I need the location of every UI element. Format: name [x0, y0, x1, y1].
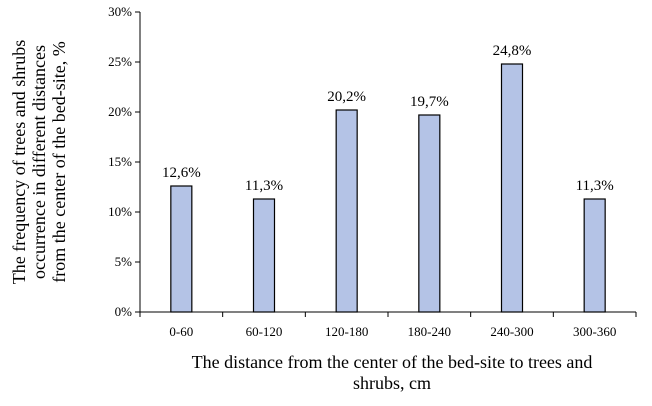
y-tick-label: 25% [108, 54, 132, 69]
x-tick-label: 120-180 [325, 324, 368, 339]
bar-60-120 [252, 198, 276, 313]
data-label: 20,2% [327, 89, 366, 105]
x-tick-label: 60-120 [246, 324, 283, 339]
data-label: 12,6% [162, 165, 201, 181]
bar-0-60 [170, 185, 193, 313]
bars-group [170, 63, 606, 313]
x-axis-title: The distance from the center of the bed-… [192, 352, 593, 393]
bar-300-360 [583, 198, 606, 313]
data-label: 19,7% [410, 94, 449, 110]
y-tick-label: 0% [115, 304, 133, 319]
y-tick-label: 10% [108, 204, 132, 219]
data-labels-group: 12,6% 11,3% 20,2% 19,7% 24,8% 11,3% [162, 43, 614, 194]
bar-120-180 [335, 109, 358, 313]
data-label: 11,3% [245, 178, 283, 194]
y-tick-label: 20% [108, 104, 132, 119]
bar-240-300 [500, 63, 524, 313]
data-label: 11,3% [576, 178, 614, 194]
y-axis: 0% 5% 10% 15% 20% 25% 30% [108, 4, 141, 319]
x-tick-label: 180-240 [408, 324, 451, 339]
bar-180-240 [418, 114, 441, 313]
y-tick-label: 5% [115, 254, 133, 269]
x-axis: 0-60 60-120 120-180 180-240 240-300 300-360 [139, 311, 637, 339]
y-tick-label: 30% [108, 4, 132, 19]
x-tick-label: 240-300 [490, 324, 533, 339]
x-tick-label: 300-360 [573, 324, 616, 339]
y-axis-title: The frequency of trees and shrubsoccurre… [9, 40, 69, 284]
y-tick-label: 15% [108, 154, 132, 169]
data-label: 24,8% [493, 43, 532, 59]
x-tick-label: 0-60 [169, 324, 193, 339]
